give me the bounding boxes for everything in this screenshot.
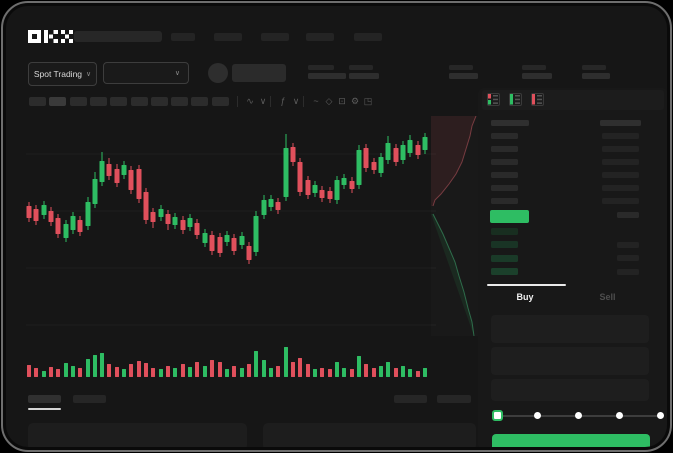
bottom-action-placeholder[interactable] <box>437 395 471 403</box>
last-price-amount-placeholder <box>617 212 639 218</box>
slider-stop-dot[interactable] <box>615 412 623 419</box>
ask-price-placeholder[interactable] <box>491 159 518 165</box>
line-tool-icon[interactable]: ~ <box>313 96 319 106</box>
ticker-stat-value <box>308 73 346 79</box>
bid-amount-placeholder <box>617 255 639 262</box>
bid-amount-placeholder <box>617 241 639 248</box>
depth-chart <box>431 116 477 336</box>
ticker-stat-label <box>582 65 606 70</box>
orderbook-toolbar <box>482 90 664 110</box>
nav-item[interactable] <box>214 33 242 41</box>
bid-price-placeholder[interactable] <box>491 228 518 235</box>
toolbar-divider <box>303 96 304 107</box>
ticker-stat-value <box>582 73 610 79</box>
nav-item[interactable] <box>354 33 382 41</box>
bid-price-placeholder[interactable] <box>491 268 518 276</box>
toolbar-divider <box>270 96 271 107</box>
chart-type-icon[interactable]: ∿ <box>246 96 254 106</box>
ask-price-placeholder[interactable] <box>491 146 518 152</box>
orderbook-header-amount <box>600 120 641 126</box>
timeframe-button[interactable] <box>89 97 107 106</box>
ticker-stat-label <box>449 65 473 70</box>
camera-icon[interactable]: ⊡ <box>338 96 346 106</box>
bottom-action-placeholder[interactable] <box>394 395 427 403</box>
timeframe-button[interactable] <box>49 97 67 106</box>
timeframe-button[interactable] <box>29 97 46 106</box>
draw-tool-icon[interactable]: ◇ <box>325 96 333 106</box>
slider-stop-dot[interactable] <box>534 412 542 419</box>
ask-price-placeholder[interactable] <box>491 185 518 191</box>
bottom-tab-indicator <box>28 408 61 410</box>
bottom-tab[interactable] <box>73 395 106 403</box>
amount-field[interactable] <box>491 347 649 375</box>
ask-amount-placeholder <box>602 198 639 204</box>
timeframe-button[interactable] <box>171 97 189 106</box>
indicators-icon[interactable]: ƒ <box>280 96 286 106</box>
timeframe-button[interactable] <box>110 97 128 106</box>
timeframe-button[interactable] <box>191 97 209 106</box>
chevron-down-icon: ∨ <box>86 70 92 78</box>
timeframe-button[interactable] <box>211 97 229 106</box>
timeframe-button[interactable] <box>150 97 168 106</box>
ask-amount-placeholder <box>602 159 639 165</box>
bid-amount-placeholder <box>617 268 639 275</box>
ticker-stat-label <box>308 65 334 70</box>
toolbar-divider <box>237 96 238 107</box>
coin-avatar <box>208 63 228 83</box>
total-field[interactable] <box>491 379 649 401</box>
slider-stop-dot[interactable] <box>575 412 582 419</box>
book-combined-icon[interactable] <box>487 93 500 106</box>
orderbook-header-price <box>491 120 529 126</box>
bid-price-placeholder[interactable] <box>491 241 518 249</box>
pair-selector[interactable]: ∨ <box>103 62 189 84</box>
app-screen: Spot Trading ∨ ∨ ∿ ∨ ƒ ∨ ~ ◇ ⊡ ⚙ ◳ Buy Sell <box>6 6 667 447</box>
ask-amount-placeholder <box>602 133 639 139</box>
settings-icon[interactable]: ⚙ <box>350 96 360 106</box>
okx-logo <box>28 30 73 43</box>
volume-chart <box>27 347 427 377</box>
ticker-stat-value <box>349 73 379 79</box>
book-asks-icon[interactable] <box>531 93 544 106</box>
tab-sell[interactable]: Sell <box>599 292 616 302</box>
fullscreen-icon[interactable]: ◳ <box>363 96 373 106</box>
ticker-stat-value <box>522 73 552 79</box>
market-type-label: Spot Trading <box>33 69 83 79</box>
search-input[interactable] <box>74 31 162 42</box>
ask-amount-placeholder <box>602 172 639 178</box>
price-field[interactable] <box>491 315 649 343</box>
amount-slider-handle[interactable] <box>492 410 503 421</box>
chevron-down-icon[interactable]: ∨ <box>259 96 267 106</box>
ask-price-placeholder[interactable] <box>491 133 518 139</box>
candlestick-chart[interactable] <box>26 116 436 338</box>
book-bids-icon[interactable] <box>509 93 522 106</box>
tab-buy[interactable]: Buy <box>516 292 534 302</box>
bid-price-placeholder[interactable] <box>491 254 518 262</box>
nav-item[interactable] <box>261 33 289 41</box>
ticker-stat-label <box>349 65 373 70</box>
slider-stop-dot[interactable] <box>656 412 664 419</box>
timeframe-button[interactable] <box>130 97 148 106</box>
ask-price-placeholder[interactable] <box>491 198 518 204</box>
chevron-down-icon: ∨ <box>174 69 180 77</box>
nav-item[interactable] <box>306 33 334 41</box>
market-type-selector[interactable]: Spot Trading ∨ <box>28 62 97 86</box>
timeframe-button[interactable] <box>69 97 87 106</box>
bottom-tab-active[interactable] <box>28 395 61 403</box>
ask-price-placeholder[interactable] <box>491 172 518 178</box>
ticker-stat-label <box>522 65 546 70</box>
nav-item[interactable] <box>171 33 195 41</box>
ticker-stat-value <box>449 73 478 79</box>
buy-button[interactable] <box>492 434 650 447</box>
last-price-badge[interactable] <box>490 210 529 223</box>
pair-name-placeholder <box>232 64 286 82</box>
chevron-down-icon[interactable]: ∨ <box>292 96 300 106</box>
ask-amount-placeholder <box>602 185 639 191</box>
history-panel-placeholder <box>263 423 476 447</box>
active-tab-indicator <box>487 284 566 286</box>
ask-amount-placeholder <box>602 146 639 152</box>
orders-panel-placeholder <box>28 423 247 447</box>
